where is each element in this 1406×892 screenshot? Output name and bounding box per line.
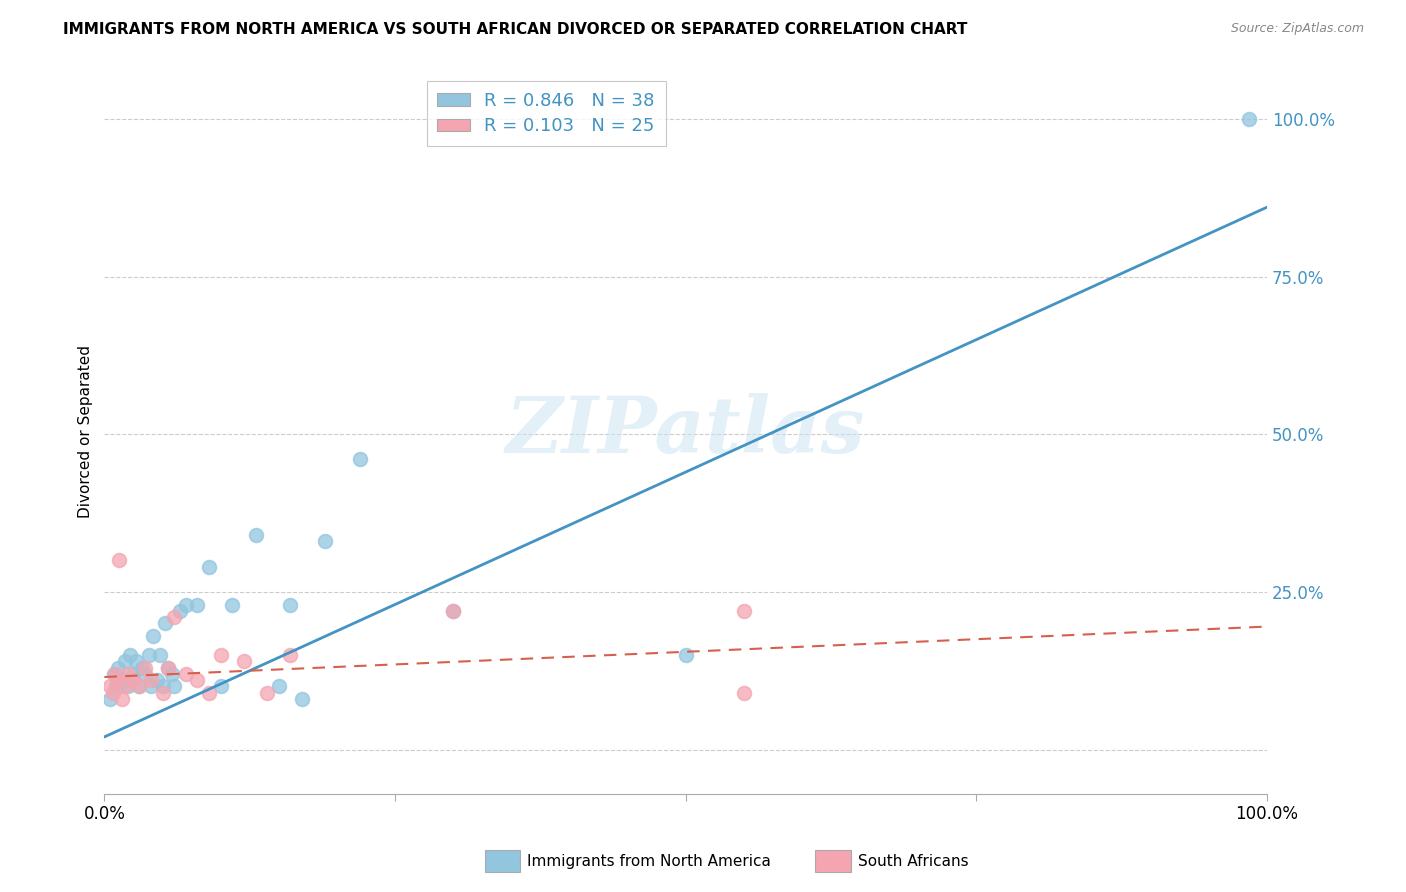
Point: [98, 692, 121, 706]
Point: [101, 686, 124, 700]
Point: [441, 604, 464, 618]
Point: [117, 666, 139, 681]
Point: [280, 598, 302, 612]
Point: [256, 686, 278, 700]
Point: [122, 673, 145, 688]
Point: [198, 559, 221, 574]
Point: [114, 680, 136, 694]
Point: [138, 648, 160, 662]
Point: [186, 673, 208, 688]
Y-axis label: Divorced or Separated: Divorced or Separated: [79, 344, 93, 517]
Point: [128, 680, 150, 694]
Point: [157, 660, 180, 674]
Point: [198, 686, 221, 700]
Point: [174, 598, 197, 612]
Point: [152, 686, 174, 700]
Point: [149, 648, 172, 662]
Point: [107, 660, 129, 674]
Point: [221, 598, 243, 612]
Point: [733, 686, 755, 700]
Point: [103, 666, 125, 681]
Point: [174, 666, 197, 681]
Point: [134, 660, 156, 674]
Point: [153, 616, 176, 631]
Point: [131, 660, 153, 674]
Point: [441, 604, 464, 618]
Legend: R = 0.846   N = 38, R = 0.103   N = 25: R = 0.846 N = 38, R = 0.103 N = 25: [426, 81, 665, 146]
Point: [232, 654, 254, 668]
Point: [267, 680, 290, 694]
Point: [139, 680, 162, 694]
Point: [186, 598, 208, 612]
Text: IMMIGRANTS FROM NORTH AMERICA VS SOUTH AFRICAN DIVORCED OR SEPARATED CORRELATION: IMMIGRANTS FROM NORTH AMERICA VS SOUTH A…: [63, 22, 967, 37]
Text: ZIPatlas: ZIPatlas: [506, 392, 865, 469]
Point: [314, 534, 336, 549]
Point: [169, 604, 191, 618]
Point: [209, 680, 232, 694]
Point: [128, 680, 150, 694]
Point: [163, 610, 186, 624]
Point: [111, 692, 134, 706]
Point: [105, 673, 128, 688]
Point: [160, 666, 183, 681]
Text: South Africans: South Africans: [858, 854, 969, 869]
Point: [134, 666, 156, 681]
Point: [145, 673, 167, 688]
Point: [108, 553, 131, 567]
Point: [118, 648, 141, 662]
Point: [157, 660, 180, 674]
Point: [1239, 112, 1261, 126]
Point: [733, 604, 755, 618]
Point: [245, 528, 267, 542]
Point: [209, 648, 232, 662]
Text: Source: ZipAtlas.com: Source: ZipAtlas.com: [1230, 22, 1364, 36]
Point: [117, 680, 139, 694]
Point: [139, 673, 162, 688]
Point: [349, 452, 371, 467]
Text: Immigrants from North America: Immigrants from North America: [527, 854, 770, 869]
Point: [122, 666, 145, 681]
Point: [675, 648, 697, 662]
Point: [111, 673, 134, 688]
Point: [104, 666, 127, 681]
Point: [291, 692, 314, 706]
Point: [105, 680, 128, 694]
Point: [152, 680, 174, 694]
Point: [98, 680, 121, 694]
Point: [114, 654, 136, 668]
Point: [280, 648, 302, 662]
Point: [163, 680, 186, 694]
Point: [125, 654, 148, 668]
Point: [142, 629, 165, 643]
